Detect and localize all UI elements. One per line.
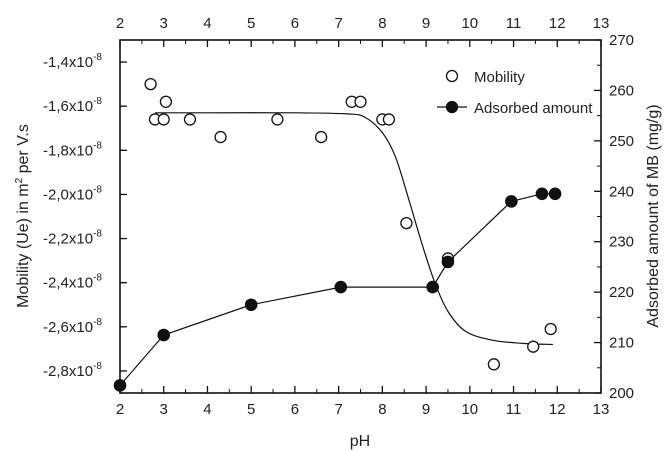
- top-tick-label: 13: [593, 15, 610, 32]
- right-tick-label: 220: [609, 284, 634, 301]
- adsorbed-point: [426, 280, 439, 294]
- left-tick-mantissa: -1,8x10: [43, 142, 93, 159]
- legend-adsorbed-label: Adsorbed amount: [474, 100, 593, 117]
- left-tick-label: -1,6x10-8: [43, 96, 102, 115]
- mobility-point: [159, 95, 173, 108]
- x-tick-label: 11: [506, 401, 522, 418]
- x-tick-label: 4: [203, 401, 211, 418]
- legend-mobility-label: Mobility: [474, 69, 525, 86]
- left-tick-exponent: -8: [93, 184, 102, 195]
- left-tick-label: -1,8x10-8: [43, 140, 102, 159]
- left-tick-mantissa: -2,6x10: [43, 319, 93, 336]
- adsorbed-point: [157, 328, 171, 342]
- left-tick-mantissa: -2,0x10: [43, 186, 93, 203]
- mobility-point: [382, 113, 396, 126]
- top-tick-label: 6: [291, 15, 299, 32]
- x-axis-tick-labels: 2 3 4 5 6 7 8 9 10 11 12 13: [116, 401, 610, 418]
- x-tick-label: 5: [247, 401, 255, 418]
- adsorbed-point: [244, 298, 258, 312]
- top-tick-label: 9: [422, 15, 430, 32]
- left-tick-label: -2,2x10-8: [43, 229, 102, 248]
- left-tick-mantissa: -2,2x10: [43, 231, 93, 248]
- mobility-point: [527, 340, 540, 353]
- left-tick-mantissa: -2,8x10: [43, 363, 93, 380]
- x-tick-label: 9: [422, 401, 430, 418]
- x-tick-label: 10: [461, 401, 478, 418]
- left-tick-exponent: -8: [93, 317, 102, 328]
- mobility-point: [271, 113, 284, 126]
- legend-adsorbed-marker: [445, 100, 459, 114]
- left-tick-exponent: -8: [93, 52, 102, 63]
- mobility-point: [487, 358, 501, 371]
- adsorbed-point: [334, 280, 348, 294]
- mobility-point: [144, 77, 157, 91]
- top-tick-label: 3: [160, 15, 168, 32]
- top-tick-label: 2: [116, 15, 124, 32]
- x-tick-label: 8: [378, 401, 386, 418]
- x-tick-label: 13: [593, 401, 610, 418]
- left-tick-exponent: -8: [93, 96, 102, 107]
- left-tick-label: -1,4x10-8: [43, 52, 102, 71]
- plot-frame: [119, 39, 602, 394]
- mobility-point: [400, 216, 413, 230]
- x-tick-label: 2: [116, 401, 124, 418]
- legend-mobility-marker: [445, 69, 459, 83]
- right-tick-label: 250: [609, 133, 634, 150]
- x-tick-label: 6: [291, 401, 299, 418]
- adsorbed-point: [505, 195, 518, 208]
- top-tick-label: 5: [247, 15, 255, 32]
- right-axis-tick-labels: 200 210 220 230 240 250 260 270: [609, 32, 634, 402]
- top-tick-label: 11: [506, 15, 522, 32]
- top-tick-label: 8: [378, 15, 386, 32]
- x-tick-label: 3: [160, 401, 168, 418]
- mobility-point: [314, 130, 328, 144]
- left-axis-tick-labels: -1,4x10-8-1,6x10-8-1,8x10-8-2,0x10-8-2,2…: [43, 52, 102, 380]
- data-points: [113, 77, 562, 392]
- right-tick-label: 260: [609, 82, 634, 99]
- axis-ticks: [119, 39, 602, 394]
- right-tick-label: 200: [609, 385, 634, 402]
- adsorbed-point: [113, 379, 127, 392]
- x-tick-label: 7: [334, 401, 342, 418]
- left-tick-label: -2,6x10-8: [43, 317, 102, 336]
- top-tick-label: 7: [334, 15, 342, 32]
- right-tick-label: 270: [609, 32, 634, 49]
- top-tick-label: 12: [549, 15, 566, 32]
- y-axis-right-title: Adsorbed amount of MB (mg/g): [645, 104, 662, 327]
- x-tick-label: 12: [549, 401, 566, 418]
- top-axis-tick-labels: 2 3 4 5 6 7 8 9 10 11 12 13: [116, 15, 610, 32]
- right-tick-label: 240: [609, 183, 634, 200]
- legend: Mobility Adsorbed amount: [437, 69, 593, 117]
- mobility-point: [214, 130, 227, 144]
- right-tick-label: 230: [609, 234, 634, 251]
- top-tick-label: 10: [461, 15, 478, 32]
- mobility-fit-curve: [154, 112, 553, 346]
- left-tick-mantissa: -1,4x10: [43, 54, 93, 71]
- top-tick-label: 4: [203, 15, 211, 32]
- right-tick-label: 210: [609, 335, 634, 352]
- left-tick-exponent: -8: [93, 229, 102, 240]
- left-tick-label: -2,8x10-8: [43, 361, 102, 380]
- left-tick-mantissa: -2,4x10: [43, 275, 93, 292]
- mobility-point: [354, 95, 367, 108]
- mobility-point: [544, 322, 557, 336]
- left-tick-exponent: -8: [93, 140, 102, 151]
- x-axis-title: pH: [350, 433, 370, 450]
- mobility-point: [157, 113, 170, 126]
- left-tick-exponent: -8: [93, 273, 102, 284]
- left-tick-exponent: -8: [93, 361, 102, 372]
- left-tick-mantissa: -1,6x10: [43, 98, 93, 115]
- adsorbed-point: [535, 187, 549, 201]
- adsorbed-point: [441, 255, 455, 269]
- mobility-point: [183, 113, 197, 126]
- adsorbed-point: [548, 187, 562, 201]
- y-axis-left-title: Mobility (Ue) in m2 per V.s: [14, 124, 32, 308]
- left-tick-label: -2,4x10-8: [43, 273, 102, 292]
- left-tick-label: -2,0x10-8: [43, 184, 102, 203]
